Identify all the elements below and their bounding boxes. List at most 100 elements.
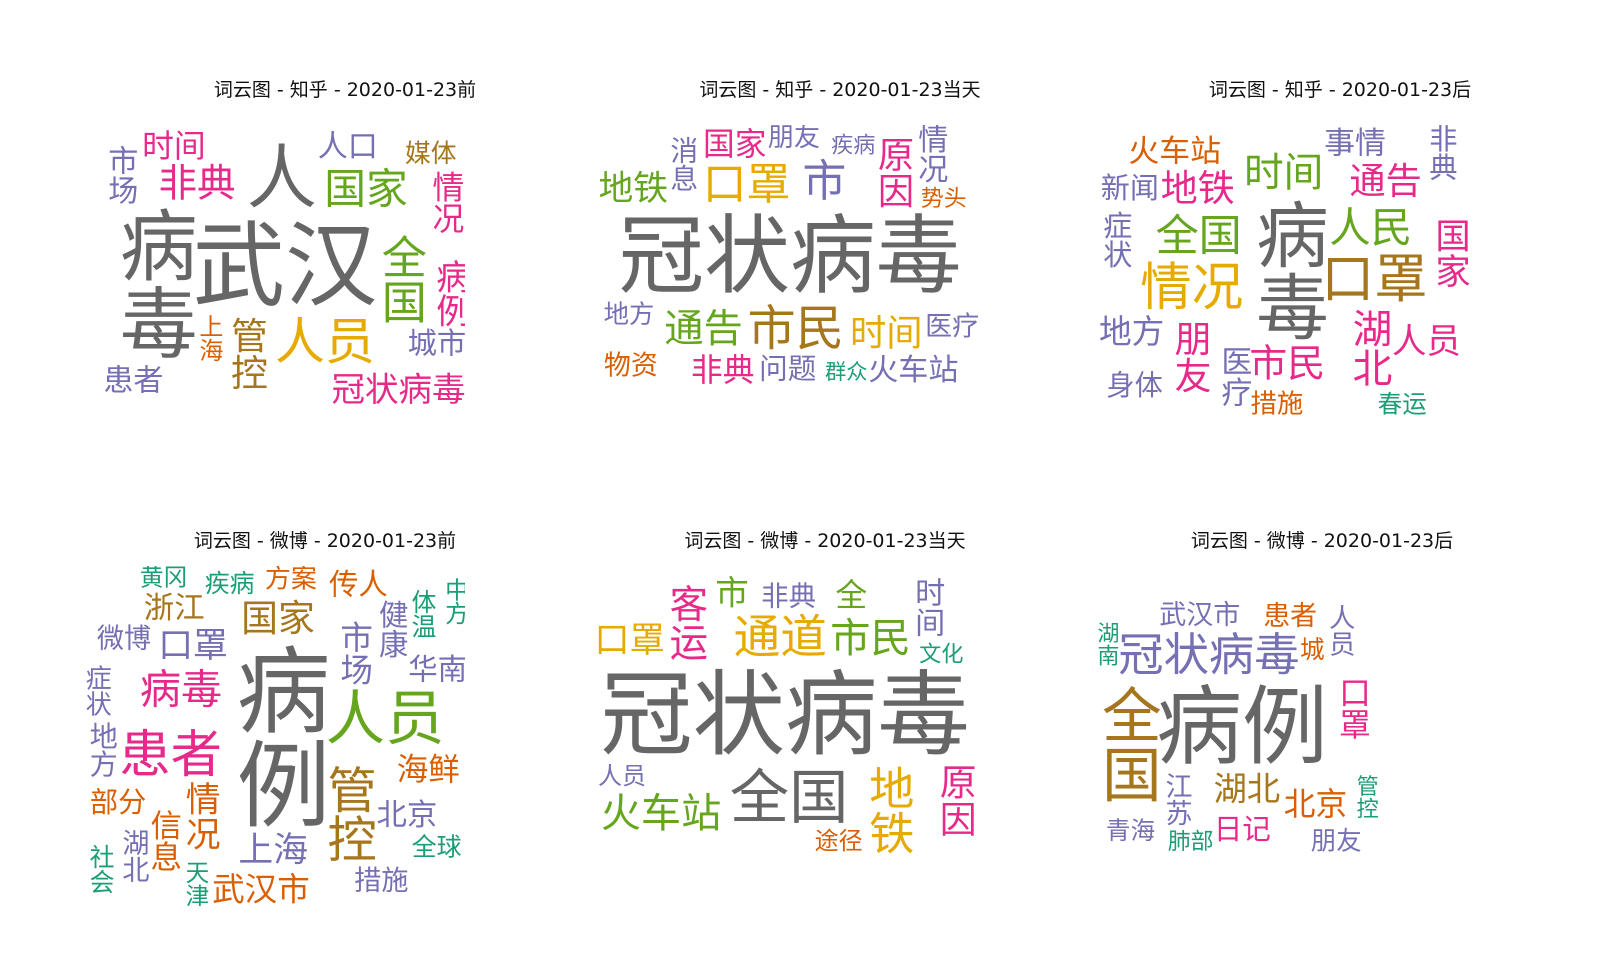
cloud-word: 全球	[412, 832, 462, 861]
cloud-word: 新闻	[1101, 171, 1159, 205]
cloud-word: 病例	[221, 642, 330, 830]
cloud-word: 青海	[1106, 816, 1155, 845]
cloud-word: 人员	[275, 313, 375, 371]
cloud-word: 全	[835, 577, 867, 614]
cloud-word: 湖南	[1097, 622, 1119, 667]
cloud-word: 病毒	[140, 666, 222, 714]
cloud-word: 华南	[408, 653, 465, 687]
cloud-word: 物资	[604, 350, 658, 381]
panel-title: 词云图 - 知乎 - 2020-01-23后	[1208, 79, 1472, 101]
cloud-word: 非典	[1425, 125, 1458, 181]
cloud-word: 势头	[921, 186, 967, 212]
cloud-word: 事情	[1324, 125, 1386, 161]
cloud-word: 人民	[1329, 204, 1412, 252]
word-cloud: 冠状病毒 全国 通道 地铁 市民 火车站 客运 原因 口罩 市 全 时间 非典 途径 人员 文化	[595, 574, 975, 854]
cloud-word: 医疗	[1215, 345, 1251, 407]
cloud-word: 措施	[1251, 389, 1304, 416]
cloud-word: 武汉	[193, 212, 378, 320]
cloud-word: 国家	[324, 164, 408, 213]
cloud-word: 通告	[1349, 159, 1421, 202]
panel-weibo-after: 词云图 - 微博 - 2020-01-23后 病例 全国 冠状病毒 湖北 口罩 北京 日记江…	[1082, 526, 1562, 966]
cloud-word: 国家	[703, 127, 766, 163]
panel-title: 词云图 - 知乎 - 2020-01-23当天	[699, 79, 981, 101]
cloud-word: 非典	[159, 162, 236, 207]
cloud-word: 时间	[1244, 150, 1323, 196]
word-cloud: 病例 全国 冠状病毒 湖北 口罩 北京 日记 江苏 武汉市 患者 人员 朋友 青海 城肺部 管控 湖南	[1097, 596, 1387, 856]
cloud-word: 人员	[1392, 322, 1461, 362]
cloud-word: 市场	[105, 145, 137, 206]
cloud-word: 群众	[825, 360, 868, 385]
cloud-word: 口罩	[703, 159, 791, 210]
cloud-word: 市	[715, 574, 749, 612]
cloud-word: 市	[803, 156, 847, 207]
cloud-word: 方案	[265, 566, 317, 594]
panel-title: 词云图 - 微博 - 2020-01-23后	[1190, 530, 1454, 552]
cloud-word: 人员	[326, 684, 445, 753]
cloud-word: 肺部	[1168, 829, 1214, 855]
cloud-word: 口罩	[158, 626, 228, 666]
cloud-word: 通告	[664, 307, 743, 352]
cloud-word: 通道	[734, 611, 827, 665]
cloud-word: 全国	[1156, 211, 1242, 261]
cloud-word: 地方	[85, 721, 118, 778]
cloud-word: 上海	[195, 314, 223, 362]
cloud-word: 国家	[241, 597, 315, 640]
cloud-word: 火车站	[1128, 134, 1221, 170]
panel-zhihu-day: 词云图 - 知乎 - 2020-01-23当天 冠状病毒 市民 口罩市通告 时间 原因地…	[600, 75, 1080, 515]
word-cloud: 冠状病毒 市民 口罩市通告 时间 原因 地铁 国家 非典 情况 火车站 问题 消息 医疗 物资 朋友 地方 势头…	[600, 125, 980, 385]
cloud-word: 病例	[1156, 678, 1328, 778]
cloud-word: 身体	[1106, 369, 1162, 402]
cloud-word: 朋友	[1168, 319, 1211, 393]
cloud-word: 人口	[318, 130, 378, 165]
cloud-word: 上海	[238, 831, 308, 871]
cloud-word: 湖北	[117, 829, 149, 883]
cloud-word: 黄冈	[140, 566, 187, 592]
cloud-word: 市场	[335, 620, 373, 686]
cloud-word: 天津	[182, 860, 210, 906]
cloud-word: 朋友	[768, 125, 820, 153]
cloud-word: 火车站	[868, 353, 958, 385]
cloud-word: 北京	[1284, 787, 1347, 823]
cloud-word: 口罩	[595, 620, 665, 661]
cloud-word: 问题	[759, 351, 816, 385]
cloud-word: 管控	[225, 317, 268, 391]
cloud-word: 部分	[90, 786, 146, 819]
cloud-word: 口罩	[1334, 676, 1370, 739]
cloud-word: 武汉市	[212, 871, 310, 907]
cloud-word: 武汉市	[1159, 600, 1240, 631]
panel-zhihu-before: 词云图 - 知乎 - 2020-01-23前 武汉 病毒人人员 全国 国家 非典 管控 病例…	[105, 75, 585, 515]
word-cloud: 病毒 口罩 情况 全国 人民 湖北 时间 市民 朋友 地铁 通告 国家 人员 地方 医疗 火车站 事情 症状 新闻身…	[1100, 125, 1470, 415]
cloud-word: 市民	[830, 616, 910, 662]
cloud-word: 地方	[1100, 313, 1164, 351]
cloud-word: 浙江	[144, 591, 205, 626]
cloud-word: 症状	[85, 664, 111, 716]
cloud-word: 时间	[142, 128, 206, 165]
cloud-word: 市民	[748, 301, 844, 357]
cloud-word: 人员	[1324, 604, 1354, 656]
cloud-word: 健康	[375, 599, 409, 658]
cloud-word: 中方	[441, 577, 465, 625]
cloud-word: 时间	[909, 577, 944, 638]
cloud-word: 冠状病毒	[1118, 629, 1299, 682]
cloud-word: 时间	[850, 312, 923, 355]
cloud-word: 地铁	[1161, 167, 1235, 210]
panel-zhihu-after: 词云图 - 知乎 - 2020-01-23后 病毒 口罩 情况 全国 人民 湖北 时间 市民朋…	[1100, 75, 1580, 515]
cloud-word: 信息	[145, 808, 181, 871]
cloud-word: 医疗	[925, 311, 979, 342]
cloud-word: 人员	[598, 762, 646, 790]
word-cloud: 武汉 病毒人人员 全国 国家 非典 管控 病例 冠状病毒 时间 情况 人口 市场 患者 城市 媒体 上海	[105, 125, 465, 405]
cloud-word: 春运	[1378, 390, 1427, 415]
panel-weibo-before: 词云图 - 微博 - 2020-01-23前 病例 人员 患者 管控 病毒 国家 情况 上海 口…	[85, 526, 565, 966]
cloud-word: 海鲜	[397, 752, 460, 788]
cloud-word: 国家	[1430, 218, 1471, 289]
cloud-word: 日记	[1214, 812, 1271, 846]
cloud-word: 城市	[408, 327, 465, 361]
cloud-word: 病毒	[1243, 198, 1327, 343]
cloud-word: 措施	[354, 865, 408, 896]
cloud-word: 情况	[912, 125, 948, 184]
cloud-word: 患者	[105, 364, 163, 399]
